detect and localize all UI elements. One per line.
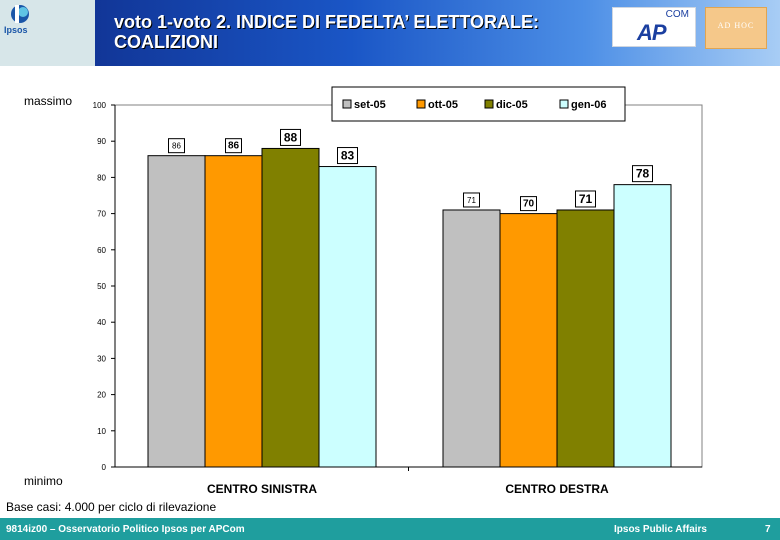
data-label-box bbox=[168, 138, 185, 154]
bar-chart: 0 10 20 30 40 50 60 70 80 90 100 86 86 88 83 CENTRO SIN… bbox=[93, 86, 703, 496]
data-label: 88 bbox=[284, 130, 298, 144]
header-banner: Ipsos voto 1-voto 2. INDICE DI FEDELTA’ … bbox=[0, 0, 780, 66]
bar-dic-05 bbox=[261, 147, 320, 468]
apcom-logo-com: COM bbox=[665, 9, 689, 20]
adhoc-logo-text: AD HOC bbox=[717, 21, 755, 30]
apcom-logo-ap: AP bbox=[637, 20, 667, 45]
bar-ott-05 bbox=[499, 213, 558, 468]
y-tick-label: 90 bbox=[97, 137, 106, 146]
data-label: 71 bbox=[467, 196, 476, 205]
y-tick-label: 50 bbox=[97, 282, 106, 291]
data-label-box bbox=[337, 147, 358, 165]
y-tick-label: 30 bbox=[97, 354, 106, 363]
legend-label-gen-06: gen-06 bbox=[571, 99, 606, 111]
bar-dic-05 bbox=[556, 209, 615, 468]
y-tick-label: 40 bbox=[97, 318, 106, 327]
data-label-box bbox=[575, 190, 596, 208]
data-label: 86 bbox=[228, 141, 240, 152]
legend-label-ott-05: ott-05 bbox=[428, 99, 458, 111]
data-label-box bbox=[225, 138, 242, 154]
data-label: 86 bbox=[172, 142, 181, 151]
data-label: 71 bbox=[579, 192, 593, 206]
y-tick-label: 60 bbox=[97, 246, 106, 255]
data-label: 83 bbox=[341, 149, 355, 163]
data-label-box bbox=[463, 192, 480, 208]
y-tick-label: 100 bbox=[93, 101, 107, 110]
ipsos-logo-icon: Ipsos bbox=[4, 5, 29, 35]
data-label-box bbox=[520, 196, 537, 212]
legend-swatch-dic-05 bbox=[484, 99, 494, 109]
bar-set-05 bbox=[147, 155, 206, 468]
y-tick-label: 20 bbox=[97, 391, 106, 400]
ipsos-logo-box: Ipsos bbox=[0, 0, 95, 66]
bar-gen-06 bbox=[613, 184, 672, 468]
data-label-box bbox=[280, 128, 301, 146]
legend-box bbox=[331, 86, 626, 122]
footer-brand: Ipsos Public Affairs bbox=[614, 524, 707, 535]
apcom-logo: COM AP bbox=[612, 7, 696, 47]
y-tick-label: 80 bbox=[97, 173, 106, 182]
y-tick-label: 70 bbox=[97, 210, 106, 219]
bar-gen-06 bbox=[318, 166, 377, 468]
legend-swatch-set-05 bbox=[342, 99, 352, 109]
scale-min-label: minimo bbox=[24, 474, 63, 488]
legend-label-dic-05: dic-05 bbox=[496, 99, 528, 111]
scale-max-label: massimo bbox=[24, 94, 73, 108]
footer-bar: 9814iz00 – Osservatorio Politico Ipsos p… bbox=[0, 518, 780, 540]
footer-source: 9814iz00 – Osservatorio Politico Ipsos p… bbox=[6, 524, 245, 535]
legend-swatch-ott-05 bbox=[416, 99, 426, 109]
legend-label-set-05: set-05 bbox=[354, 99, 386, 111]
base-note: Base casi: 4.000 per ciclo di rilevazion… bbox=[6, 500, 217, 514]
page-title: voto 1-voto 2. INDICE DI FEDELTA’ ELETTO… bbox=[114, 12, 604, 52]
adhoc-logo: AD HOC bbox=[705, 7, 767, 49]
category-label: CENTRO SINISTRA bbox=[207, 482, 317, 496]
data-label-box bbox=[632, 165, 653, 183]
page-number: 7 bbox=[765, 524, 771, 535]
page-title-line1: voto 1-voto 2. INDICE DI FEDELTA’ ELETTO… bbox=[114, 12, 540, 32]
ipsos-logo-text: Ipsos bbox=[4, 25, 28, 35]
y-tick-label: 10 bbox=[97, 427, 106, 436]
bar-ott-05 bbox=[204, 155, 263, 468]
category-label: CENTRO DESTRA bbox=[505, 482, 609, 496]
legend-swatch-gen-06 bbox=[559, 99, 569, 109]
y-tick-label: 0 bbox=[102, 463, 107, 472]
bar-set-05 bbox=[442, 209, 501, 468]
data-label: 70 bbox=[523, 199, 535, 210]
data-label: 78 bbox=[636, 167, 650, 181]
page-title-line2: COALIZIONI bbox=[114, 32, 218, 52]
